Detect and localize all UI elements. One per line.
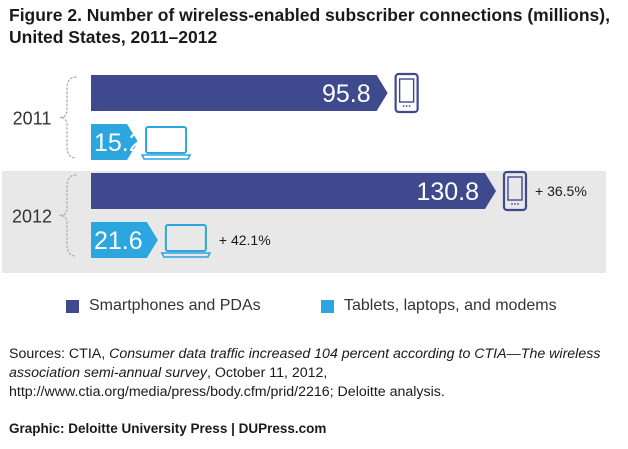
legend-swatch-tablets: [321, 299, 334, 313]
smartphone-icon: [502, 170, 528, 212]
bar: [91, 222, 158, 258]
category-brace: [59, 76, 77, 159]
credit-line: Graphic: Deloitte University Press | DUP…: [9, 421, 327, 436]
sources-note: Sources: CTIA, Consumer data traffic inc…: [9, 345, 619, 402]
sources-suffix: , October 11, 2012, http://www.ctia.org/…: [9, 365, 445, 400]
chart-area: 2011 95.8 15.2 2012 130.8 + 36.5% 21.6 + 42.1%: [2, 72, 606, 273]
bar-value-label: 21.6: [94, 227, 143, 255]
legend-item-tablets: Tablets, laptops, and modems: [321, 297, 557, 315]
laptop-icon: [140, 126, 192, 160]
sources-prefix: Sources: CTIA,: [9, 346, 110, 362]
bar-value-label: 95.8: [322, 80, 371, 108]
smartphone-icon: [394, 72, 419, 114]
bar-value-label: 130.8: [416, 178, 479, 206]
bar: [91, 124, 139, 160]
legend-swatch-smartphones: [66, 299, 79, 313]
legend-label-smartphones: Smartphones and PDAs: [89, 297, 261, 314]
category-label: 2011: [13, 109, 52, 129]
bar-value-label: 15.2: [94, 129, 143, 157]
category-label: 2012: [12, 207, 52, 227]
growth-label: + 42.1%: [219, 232, 271, 248]
growth-label: + 36.5%: [535, 183, 587, 199]
legend-label-tablets: Tablets, laptops, and modems: [344, 297, 557, 314]
sources-italic: Consumer data traffic increased 104 perc…: [9, 346, 601, 381]
legend-item-smartphones: Smartphones and PDAs: [66, 297, 261, 315]
bar: [91, 75, 388, 111]
chart-title: Figure 2. Number of wireless-enabled sub…: [9, 5, 610, 47]
laptop-icon: [160, 224, 212, 258]
category-brace: [59, 174, 77, 257]
bar: [91, 173, 496, 209]
